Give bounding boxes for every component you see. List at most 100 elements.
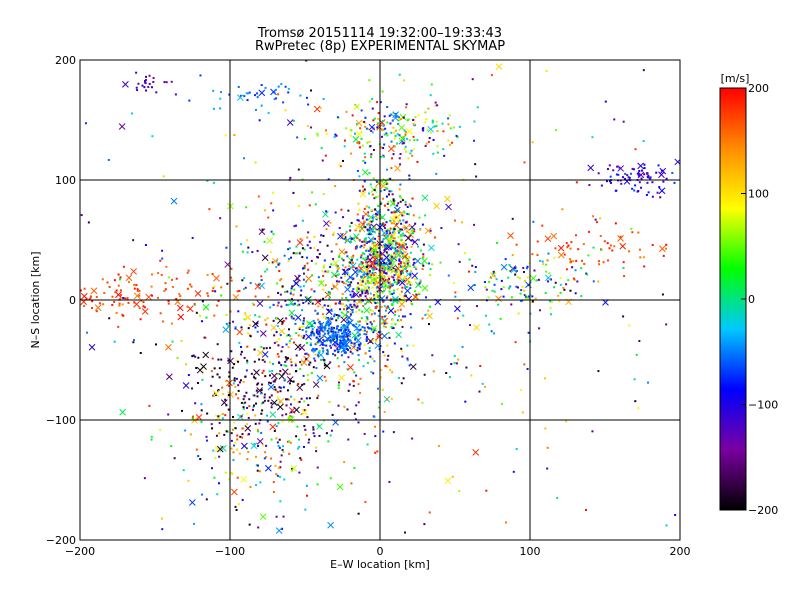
x-tick-label: −200	[65, 545, 95, 558]
data-point-dot	[332, 258, 335, 261]
data-point-dot	[424, 214, 427, 217]
data-point-dot	[381, 120, 384, 123]
data-point-dot	[302, 445, 305, 448]
data-point-dot	[295, 278, 298, 281]
data-point-dot	[393, 252, 396, 255]
data-point-dot	[162, 175, 165, 178]
data-point-dot	[383, 267, 386, 270]
data-point-dot	[361, 261, 364, 264]
data-point-dot	[408, 203, 411, 206]
data-point-dot	[161, 517, 164, 520]
data-point-dot	[390, 190, 393, 193]
data-point-dot	[408, 139, 411, 142]
data-point-dot	[341, 325, 344, 328]
data-point-dot	[393, 237, 396, 240]
data-point-dot	[404, 133, 407, 136]
data-point-dot	[545, 263, 548, 266]
data-point-dot	[294, 362, 297, 365]
data-point-dot	[393, 137, 396, 140]
data-point-dot	[318, 300, 321, 303]
data-point-dot	[384, 285, 387, 288]
data-point-dot	[367, 224, 370, 227]
data-point-dot	[369, 282, 372, 285]
data-point-dot	[381, 291, 384, 294]
data-point-dot	[493, 274, 496, 277]
data-point-dot	[316, 397, 319, 400]
data-point-dot	[201, 300, 204, 303]
data-point-dot	[412, 344, 415, 347]
data-point-dot	[279, 386, 282, 389]
data-point-dot	[225, 322, 228, 325]
data-point-cross	[317, 351, 325, 359]
data-point-dot	[243, 356, 246, 359]
data-point-dot	[325, 432, 328, 435]
data-point-dot	[246, 251, 249, 254]
data-point-dot	[264, 86, 267, 89]
data-point-dot	[258, 422, 261, 425]
data-point-dot	[298, 328, 301, 331]
data-point-dot	[388, 284, 391, 287]
data-point-dot	[345, 298, 348, 301]
data-point-dot	[322, 350, 325, 353]
data-point-dot	[383, 354, 386, 357]
data-point-dot	[269, 361, 272, 364]
data-point-dot	[651, 181, 654, 184]
data-point-cross	[557, 244, 565, 252]
data-point-dot	[363, 329, 366, 332]
data-point-cross	[133, 292, 141, 300]
data-point-dot	[592, 215, 595, 218]
data-point-dot	[320, 147, 323, 150]
data-point-dot	[151, 135, 154, 138]
data-point-dot	[449, 127, 452, 130]
data-point-dot	[170, 322, 173, 325]
data-point-dot	[324, 284, 327, 287]
data-point-dot	[383, 325, 386, 328]
data-point-cross	[130, 268, 138, 275]
data-point-cross	[421, 257, 428, 265]
data-point-dot	[527, 331, 530, 334]
data-point-dot	[375, 340, 378, 343]
data-point-dot	[429, 131, 432, 134]
data-point-dot	[338, 342, 341, 345]
data-point-dot	[322, 266, 325, 269]
data-point-dot	[373, 360, 376, 363]
data-point-dot	[322, 192, 325, 195]
data-point-dot	[247, 416, 250, 419]
data-point-dot	[318, 253, 321, 256]
data-point-dot	[371, 272, 374, 275]
data-point-dot	[383, 249, 386, 252]
data-point-dot	[143, 477, 146, 480]
data-point-dot	[622, 267, 625, 270]
data-point-dot	[327, 178, 330, 181]
data-point-dot	[391, 371, 394, 374]
data-point-cross	[433, 202, 440, 210]
data-point-cross	[405, 128, 413, 135]
data-point-dot	[286, 398, 289, 401]
data-point-dot	[262, 401, 265, 404]
data-point-dot	[406, 246, 409, 249]
data-point-dot	[341, 332, 344, 335]
data-point-dot	[344, 266, 347, 269]
data-point-dot	[371, 220, 374, 223]
data-point-dot	[275, 515, 278, 518]
data-point-dot	[655, 171, 658, 174]
data-point-dot	[277, 85, 280, 88]
data-point-dot	[296, 304, 299, 307]
data-point-dot	[362, 246, 365, 249]
data-point-dot	[206, 439, 209, 442]
data-point-cross	[259, 330, 267, 337]
data-point-cross	[359, 190, 367, 198]
data-point-dot	[364, 237, 367, 240]
data-point-dot	[342, 259, 345, 262]
data-point-dot	[365, 218, 368, 221]
data-point-dot	[260, 104, 263, 107]
data-point-dot	[233, 133, 236, 136]
data-point-dot	[165, 81, 168, 84]
data-point-dot	[366, 361, 369, 364]
data-point-dot	[341, 336, 344, 339]
data-point-dot	[355, 323, 358, 326]
data-point-dot	[366, 255, 369, 258]
data-point-dot	[634, 184, 637, 187]
data-point-dot	[261, 359, 264, 362]
data-point-dot	[387, 267, 390, 270]
